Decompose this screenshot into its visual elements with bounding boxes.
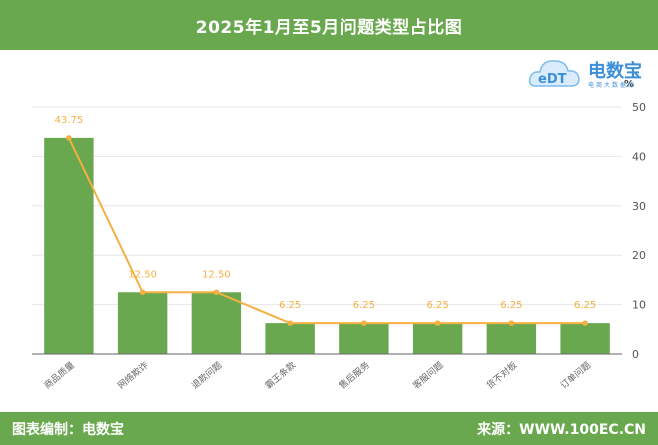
- bar: [265, 323, 315, 354]
- cloud-logo-icon: eDT: [528, 60, 580, 87]
- bar: [486, 323, 537, 354]
- data-label: 43.75: [55, 115, 84, 126]
- x-tick-label: 霸王条款: [263, 359, 298, 391]
- line-point: [213, 289, 220, 296]
- chart-area: 0 10 20 30 40 50% 商品质量 网络欺诈 退款问题 霸王条款 售后服务 客服问题 货不对板…: [0, 50, 658, 412]
- line-point: [434, 320, 441, 326]
- y-tick-label: 50: [632, 101, 646, 114]
- bar: [117, 292, 168, 354]
- line-point: [139, 289, 146, 296]
- logo-subtitle: 电商大数据库: [588, 82, 637, 89]
- x-tick-label: 退款问题: [189, 359, 224, 391]
- x-tick-label: 网络欺诈: [115, 359, 150, 391]
- logo-name: 电数宝: [588, 61, 642, 82]
- data-label: 12.50: [128, 269, 157, 280]
- y-unit-label: %: [624, 79, 634, 90]
- footer-credit: 图表编制：电数宝: [12, 421, 124, 438]
- x-tick-label: 客服问题: [410, 359, 445, 391]
- data-label: 6.25: [426, 300, 448, 311]
- x-tick-label: 售后服务: [337, 359, 372, 391]
- bar: [412, 323, 463, 354]
- y-tick-label: 30: [632, 200, 646, 213]
- line-point: [508, 320, 515, 326]
- chart-svg: 0 10 20 30 40 50% 商品质量 网络欺诈 退款问题 霸王条款 售后服务 客服问题 货不对板…: [32, 79, 646, 391]
- x-tick-label: 货不对板: [484, 359, 519, 391]
- data-label: 6.25: [574, 300, 596, 311]
- x-tick-label: 商品质量: [42, 359, 77, 391]
- y-tick-label: 10: [632, 299, 646, 312]
- logo: eDT 电数宝 电商大数据库: [528, 54, 658, 94]
- bar: [191, 292, 242, 354]
- data-label: 12.50: [202, 269, 231, 280]
- footer-bar: 图表编制：电数宝 来源：WWW.100EC.CN: [0, 412, 658, 445]
- chart-title: 2025年1月至5月问题类型占比图: [195, 17, 463, 38]
- bar: [44, 137, 94, 354]
- bar: [560, 323, 610, 354]
- y-tick-label: 20: [632, 249, 646, 262]
- line-point: [582, 320, 588, 326]
- data-label: 6.25: [279, 300, 301, 311]
- logo-glyph: eDT: [538, 72, 567, 87]
- header-bar: 2025年1月至5月问题类型占比图: [0, 0, 658, 50]
- series-line: [67, 137, 586, 325]
- data-label: 6.25: [500, 300, 522, 311]
- y-tick-label: 40: [632, 150, 646, 163]
- line-point: [66, 135, 72, 141]
- footer-source: 来源：WWW.100EC.CN: [477, 421, 646, 438]
- x-tick-label: 订单问题: [558, 359, 593, 391]
- data-label: 6.25: [353, 300, 375, 311]
- line-point: [361, 320, 367, 326]
- y-tick-label: 0: [632, 348, 639, 361]
- bar: [339, 323, 389, 354]
- line-point: [287, 320, 293, 326]
